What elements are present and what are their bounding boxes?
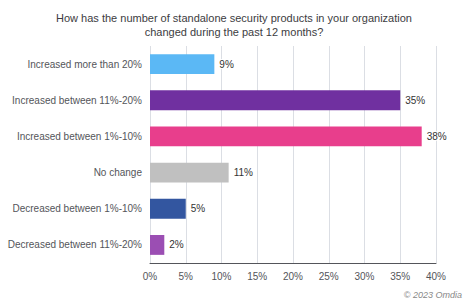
svg-text:35%: 35% [405, 95, 425, 106]
svg-text:5%: 5% [179, 271, 194, 282]
svg-text:How has the number of standalo: How has the number of standalone securit… [56, 12, 412, 24]
svg-text:35%: 35% [390, 271, 410, 282]
svg-text:Increased between 1%-10%: Increased between 1%-10% [17, 131, 142, 142]
svg-text:No change: No change [94, 167, 143, 178]
svg-text:10%: 10% [211, 271, 231, 282]
svg-text:Decreased between 11%-20%: Decreased between 11%-20% [8, 239, 142, 250]
svg-text:0%: 0% [143, 271, 158, 282]
svg-text:5%: 5% [191, 203, 206, 214]
svg-text:40%: 40% [426, 271, 446, 282]
svg-text:38%: 38% [427, 131, 447, 142]
svg-text:Decreased between 1%-10%: Decreased between 1%-10% [12, 203, 142, 214]
svg-text:30%: 30% [354, 271, 374, 282]
svg-text:15%: 15% [247, 271, 267, 282]
svg-text:9%: 9% [219, 59, 234, 70]
svg-text:Increased between 11%-20%: Increased between 11%-20% [12, 95, 142, 106]
svg-text:changed during the past 12 mon: changed during the past 12 months? [145, 26, 324, 38]
svg-text:2%: 2% [169, 239, 184, 250]
svg-text:Increased more than 20%: Increased more than 20% [27, 59, 142, 70]
svg-text:25%: 25% [319, 271, 339, 282]
svg-text:© 2023 Omdia: © 2023 Omdia [404, 290, 462, 300]
svg-text:20%: 20% [283, 271, 303, 282]
svg-text:11%: 11% [234, 167, 253, 178]
